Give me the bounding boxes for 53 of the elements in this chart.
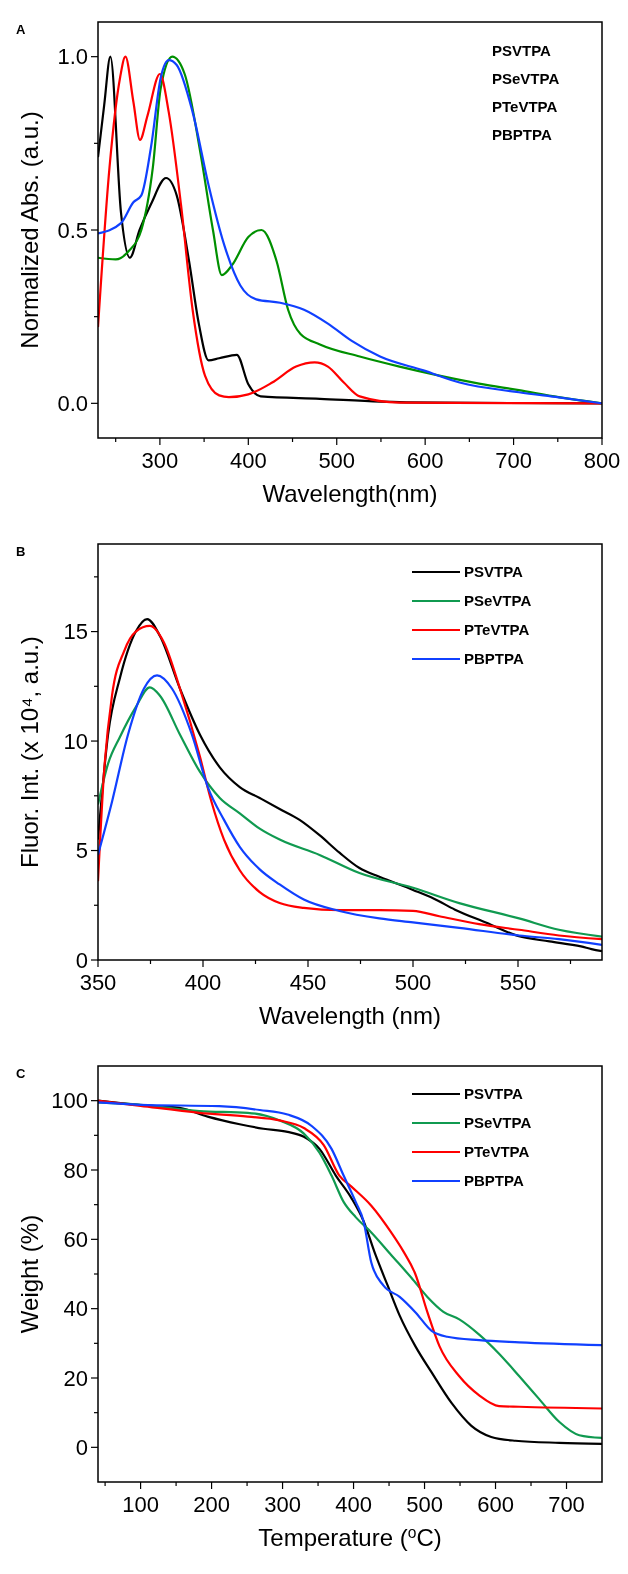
x-tick-label: 700 bbox=[495, 448, 532, 473]
y-tick-label: 1.0 bbox=[57, 44, 88, 70]
x-tick-label: 500 bbox=[318, 448, 356, 473]
x-axis-title: Wavelength(nm) bbox=[262, 480, 438, 507]
y-tick-label: 100 bbox=[51, 1088, 88, 1114]
x-tick-label: 700 bbox=[548, 1492, 585, 1517]
legend-label: PTeVTPA bbox=[464, 621, 530, 639]
y-axis-title: Weight (%) bbox=[16, 1214, 43, 1334]
x-tick-label: 100 bbox=[122, 1492, 159, 1517]
x-tick-label: 400 bbox=[229, 448, 267, 473]
x-tick-label: 600 bbox=[406, 448, 444, 473]
chart-title: B bbox=[16, 544, 26, 559]
legend-label: PSeVTPA bbox=[464, 1114, 532, 1132]
x-axis-title: Temperature ($^{o}$C) bbox=[258, 1523, 442, 1551]
annotation: PSeVTPA bbox=[492, 70, 560, 87]
annotation: PTeVTPA bbox=[492, 98, 558, 115]
x-tick-label: 450 bbox=[289, 970, 327, 995]
x-tick-label: 400 bbox=[184, 970, 222, 995]
y-tick-label: 80 bbox=[63, 1157, 88, 1183]
x-tick-label: 600 bbox=[477, 1492, 514, 1517]
y-tick-label: 0.5 bbox=[57, 217, 88, 243]
x-tick-label: 300 bbox=[264, 1492, 301, 1517]
chart-title: A bbox=[16, 22, 26, 37]
legend-label: PSeVTPA bbox=[464, 592, 532, 610]
legend-label: PSVTPA bbox=[464, 1085, 524, 1103]
y-tick-label: 0 bbox=[75, 947, 88, 973]
x-tick-label: 800 bbox=[583, 448, 621, 473]
legend-label: PBPTPA bbox=[464, 1172, 524, 1190]
y-tick-label: 10 bbox=[63, 728, 88, 754]
x-tick-label: 300 bbox=[141, 448, 179, 473]
y-axis-title: Normalized Abs. (a.u.) bbox=[16, 111, 43, 349]
y-axis-title: Fluor. Int. (x 10⁴, a.u.) bbox=[16, 636, 43, 868]
y-tick-label: 5 bbox=[75, 838, 88, 864]
y-tick-label: 20 bbox=[63, 1365, 88, 1391]
x-tick-label: 500 bbox=[406, 1492, 443, 1517]
line-series bbox=[98, 1101, 602, 1347]
y-tick-label: 40 bbox=[63, 1296, 88, 1322]
legend-label: PBPTPA bbox=[464, 650, 524, 668]
chart-title: C bbox=[16, 1066, 26, 1081]
x-axis-title: Wavelength (nm) bbox=[259, 1002, 441, 1029]
x-tick-label: 350 bbox=[79, 970, 117, 995]
annotation: PSVTPA bbox=[492, 42, 552, 59]
annotation: PBPTPA bbox=[492, 126, 552, 143]
y-tick-label: 0.0 bbox=[57, 391, 88, 417]
y-tick-label: 0 bbox=[75, 1435, 88, 1461]
x-tick-label: 500 bbox=[394, 970, 432, 995]
y-tick-label: 15 bbox=[63, 619, 88, 645]
x-tick-label: 200 bbox=[193, 1492, 230, 1517]
legend-label: PTeVTPA bbox=[464, 1143, 530, 1161]
y-tick-label: 60 bbox=[63, 1227, 88, 1253]
x-tick-label: 550 bbox=[499, 970, 537, 995]
legend-label: PSVTPA bbox=[464, 563, 524, 581]
x-tick-label: 400 bbox=[335, 1492, 372, 1517]
